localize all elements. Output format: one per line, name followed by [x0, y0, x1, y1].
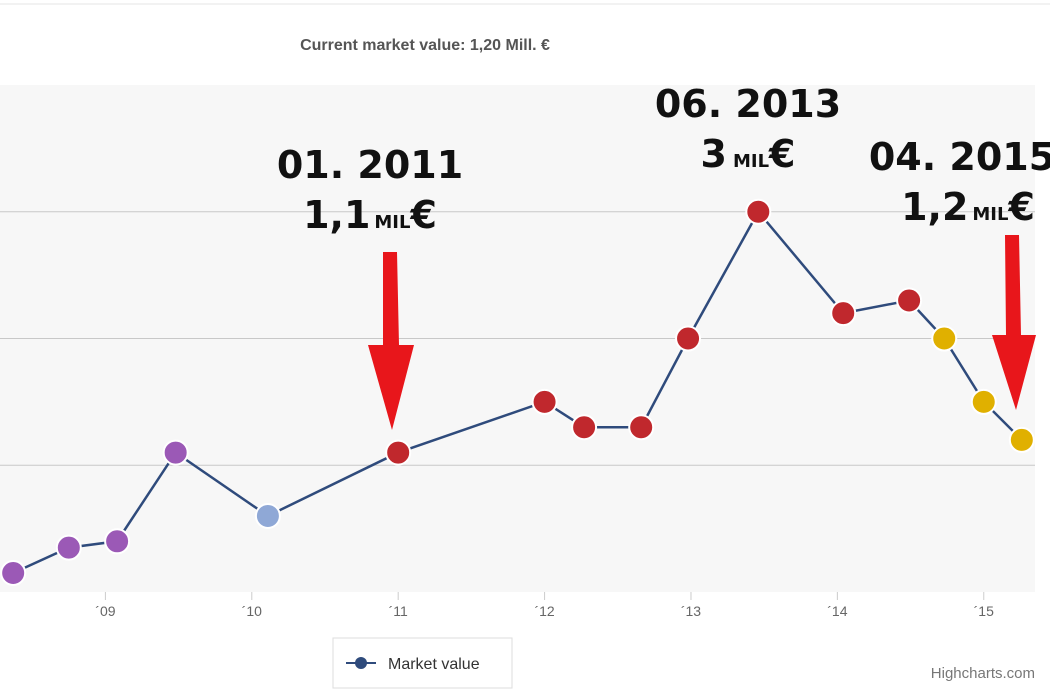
point-marker [675, 325, 702, 352]
grid: ´09 ´10 ´11 ´12 ´13 ´14 ´15 [0, 211, 1035, 619]
chart-title: Current market value: 1,20 Mill. € [300, 37, 550, 54]
unit: MIL [733, 151, 769, 172]
point-marker [628, 414, 655, 441]
x-tick-label: ´14 [827, 603, 847, 619]
point-marker [385, 439, 412, 466]
point-marker [571, 414, 598, 441]
point-marker [896, 287, 923, 314]
legend[interactable]: Market value [332, 637, 513, 689]
unit: MIL [972, 204, 1008, 225]
point-marker [104, 528, 131, 555]
annotation-date: 01. 2011 [277, 143, 463, 187]
point-marker [531, 388, 558, 415]
x-tick-label: ´09 [95, 603, 115, 619]
unit: MIL [374, 212, 410, 233]
x-tick-label: ´12 [534, 603, 554, 619]
annotation-value: 1,2 MIL€ [901, 185, 1035, 229]
x-tick-label: ´10 [242, 603, 262, 619]
annotation-value: 1,1 MIL€ [303, 193, 437, 237]
amount: 1,1 [303, 193, 370, 237]
credit: Highcharts.com [931, 665, 1035, 682]
annotation-date: 06. 2013 [655, 82, 841, 126]
point-marker [970, 388, 997, 415]
arrow [992, 235, 1036, 410]
amount: 3 [701, 132, 727, 176]
annotations: 01. 2011 1,1 MIL€ 06. 2013 3 MIL€ 04. 2015… [277, 82, 1050, 430]
arrow [368, 252, 414, 430]
point-marker [1008, 426, 1035, 453]
currency: € [409, 193, 436, 237]
x-tick-label: ´15 [974, 603, 994, 619]
x-tick-label: ´11 [389, 603, 408, 619]
point-marker [0, 559, 27, 586]
amount: 1,2 [901, 185, 968, 229]
currency: € [768, 132, 795, 176]
currency: € [1007, 185, 1034, 229]
legend-marker [355, 657, 367, 669]
point-marker [162, 439, 189, 466]
point-marker [931, 325, 958, 352]
line [12, 209, 1023, 575]
annotation-date: 04. 2015 [869, 135, 1050, 179]
point-marker [254, 502, 281, 529]
legend-label[interactable]: Market value [388, 656, 480, 673]
point-marker [745, 198, 772, 225]
x-tick-label: ´13 [681, 603, 701, 619]
point-marker [55, 534, 82, 561]
point-marker [830, 300, 857, 327]
annotation-value: 3 MIL€ [701, 132, 796, 176]
plot [0, 198, 1035, 586]
